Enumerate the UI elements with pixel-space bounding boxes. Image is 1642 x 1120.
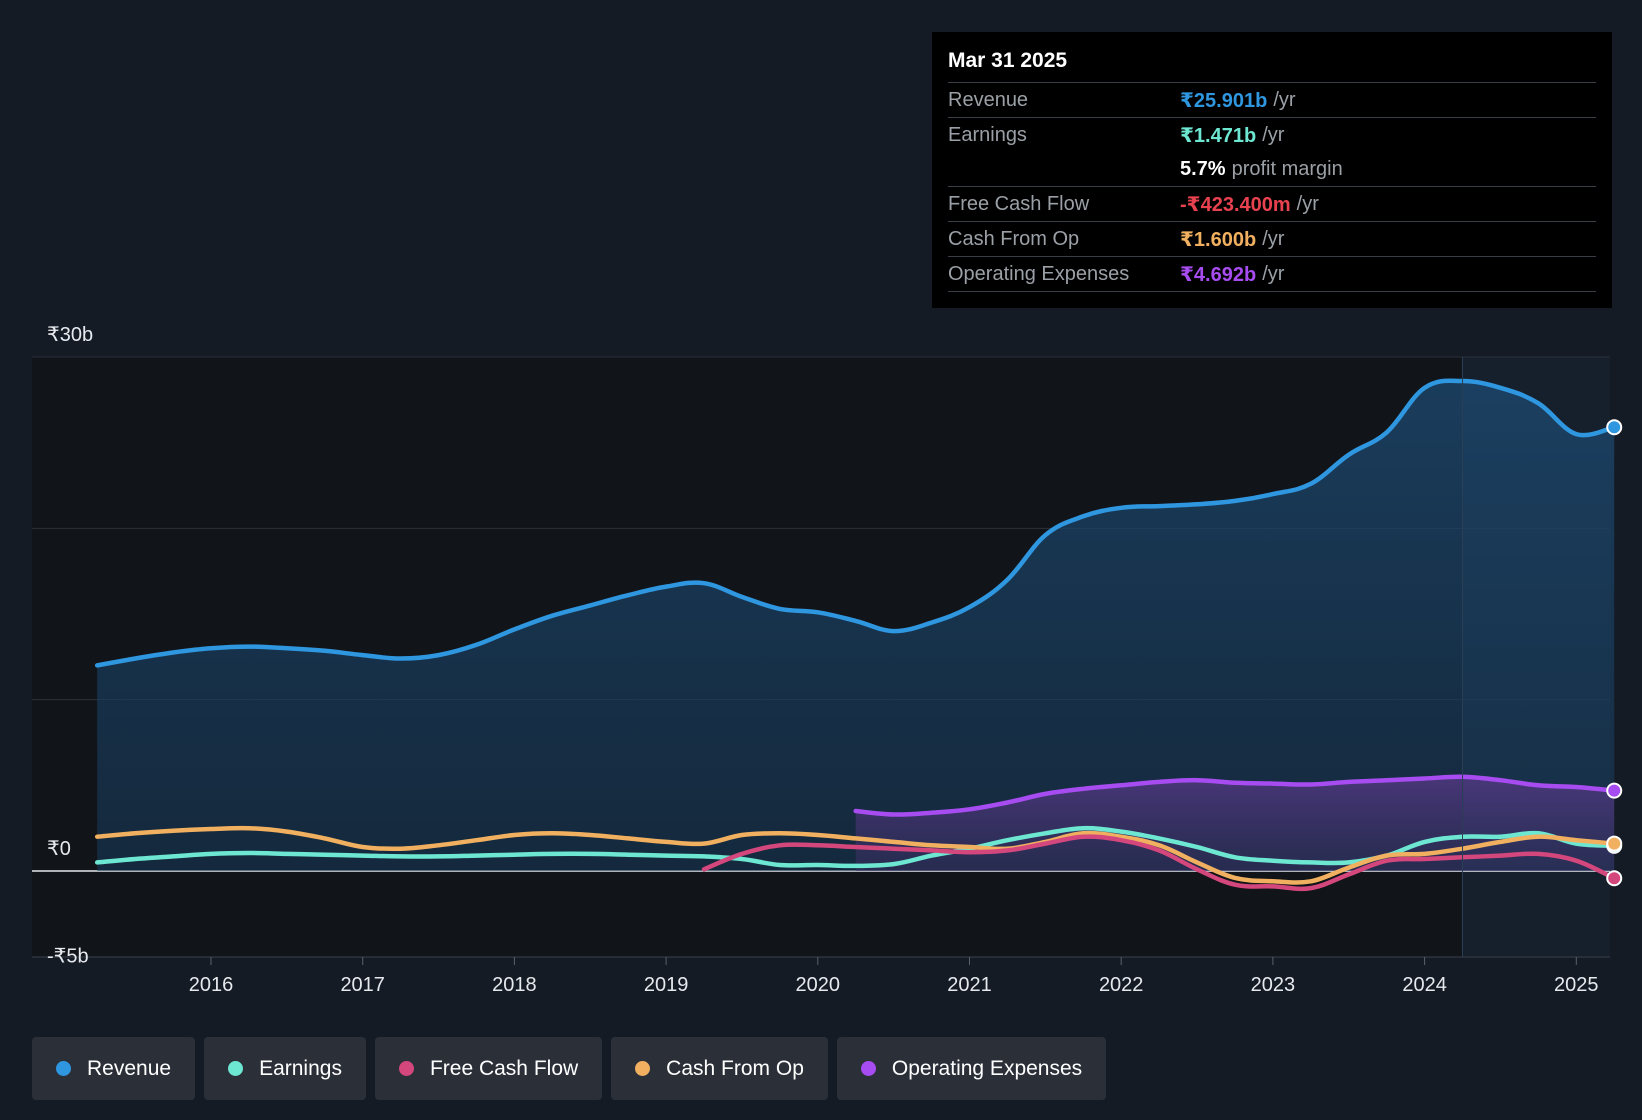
tooltip-label: Cash From Op	[948, 227, 1080, 250]
tooltip-label: Revenue	[948, 88, 1029, 111]
x-tick-label: 2022	[1099, 974, 1144, 996]
x-tick-label: 2020	[796, 974, 841, 996]
x-tick-label: 2016	[189, 974, 234, 996]
tooltip-row-operating-expenses: Operating Expenses ₹4.692b /yr	[948, 256, 1596, 291]
operating-expenses-end-point	[1606, 782, 1623, 799]
x-tick-label: 2018	[492, 974, 537, 996]
legend-item-operating-expenses[interactable]: Operating Expenses	[836, 1037, 1107, 1100]
tooltip-label: Operating Expenses	[948, 262, 1130, 285]
y-tick-label: ₹0	[47, 838, 71, 860]
legend-item-revenue[interactable]: Revenue	[32, 1037, 196, 1100]
tooltip-row-profit-margin: 5.7% profit margin	[948, 152, 1596, 186]
x-tick-label: 2023	[1251, 974, 1296, 996]
legend-label: Cash From Op	[666, 1056, 804, 1080]
tooltip-suffix: profit margin	[1231, 157, 1343, 180]
legend-dot-icon	[635, 1061, 651, 1076]
tooltip-value: ₹25.901b	[1180, 89, 1268, 112]
revenue-area	[97, 380, 1615, 871]
legend-label: Earnings	[259, 1056, 342, 1080]
operating-expenses-line	[853, 774, 1617, 817]
tooltip-suffix: /yr	[1262, 227, 1285, 250]
x-tick-label: 2021	[947, 974, 992, 996]
tooltip-row-earnings: Earnings ₹1.471b /yr	[948, 117, 1596, 152]
x-tick-label: 2025	[1554, 974, 1599, 996]
tooltip-value: 5.7%	[1180, 157, 1226, 180]
tooltip-value: ₹1.471b	[1180, 124, 1257, 147]
tooltip-suffix: /yr	[1262, 262, 1285, 285]
tooltip-panel: Mar 31 2025 Revenue ₹25.901b /yr Earning…	[932, 32, 1612, 308]
free-cash-flow-end-point	[1606, 870, 1623, 887]
legend-item-cash-from-op[interactable]: Cash From Op	[611, 1037, 828, 1100]
revenue-line	[94, 378, 1617, 668]
tooltip-value: ₹4.692b	[1180, 263, 1257, 286]
legend-label: Free Cash Flow	[429, 1056, 579, 1080]
tooltip-value: -₹423.400m	[1180, 193, 1291, 216]
tooltip-value: ₹1.600b	[1180, 228, 1257, 251]
x-tick-label: 2024	[1402, 974, 1447, 996]
legend: Revenue Earnings Free Cash Flow Cash Fro…	[32, 1037, 1107, 1100]
cash-from-op-line	[94, 825, 1617, 885]
legend-label: Operating Expenses	[891, 1056, 1083, 1080]
legend-dot-icon	[228, 1061, 244, 1076]
legend-item-free-cash-flow[interactable]: Free Cash Flow	[374, 1037, 603, 1100]
legend-dot-icon	[56, 1061, 71, 1076]
tooltip-label: Free Cash Flow	[948, 192, 1090, 215]
legend-dot-icon	[860, 1061, 876, 1076]
legend-dot-icon	[398, 1061, 414, 1076]
x-tick-label: 2017	[340, 974, 385, 996]
tooltip-row-free-cash-flow: Free Cash Flow -₹423.400m /yr	[948, 186, 1596, 221]
legend-label: Revenue	[87, 1056, 172, 1080]
tooltip-row-revenue: Revenue ₹25.901b /yr	[948, 82, 1596, 117]
tooltip-row-cash-from-op: Cash From Op ₹1.600b /yr	[948, 221, 1596, 256]
tooltip-divider	[948, 291, 1596, 292]
operating-expenses-area	[855, 776, 1615, 871]
tooltip-suffix: /yr	[1273, 88, 1296, 111]
cash-from-op-end-point	[1606, 835, 1623, 852]
y-tick-label: -₹5b	[47, 946, 89, 968]
legend-item-earnings[interactable]: Earnings	[204, 1037, 366, 1100]
y-tick-label: ₹30b	[47, 324, 93, 346]
revenue-end-point	[1606, 419, 1623, 436]
x-tick-label: 2019	[644, 974, 689, 996]
tooltip-date: Mar 31 2025	[948, 49, 1068, 72]
tooltip-suffix: /yr	[1262, 123, 1285, 146]
tooltip-label: Earnings	[948, 123, 1027, 146]
tooltip-suffix: /yr	[1296, 192, 1319, 215]
